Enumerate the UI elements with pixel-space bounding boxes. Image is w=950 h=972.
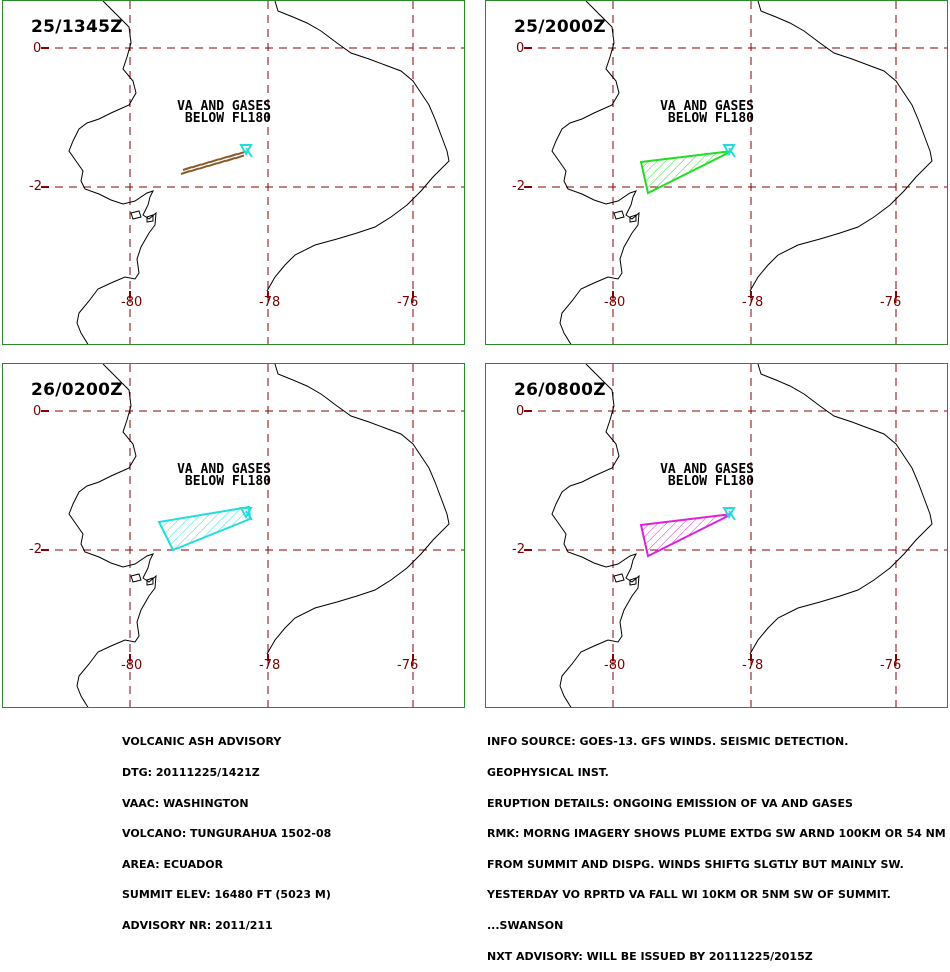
map-canvas (41, 1, 464, 344)
ash-streak (180, 170, 191, 175)
lon-label: -78 (742, 295, 764, 310)
graticule (524, 1, 947, 344)
advisory-line: INFO SOURCE: GOES-13. GFS WINDS. SEISMIC… (487, 735, 849, 749)
lat-label: -2 (512, 542, 525, 557)
map-panel: 25/1345Z VA AND GASES BELOW FL180 0 -2 -8… (2, 0, 465, 345)
coastline (68, 1, 157, 344)
advisory-line: ERUPTION DETAILS: ONGOING EMISSION OF VA… (487, 796, 853, 810)
advisory-line: GEOPHYSICAL INST. (487, 766, 609, 779)
lon-label: -78 (259, 658, 281, 673)
lon-label: -80 (121, 295, 143, 310)
advisory-line: SUMMIT ELEV: 16480 FT (5023 M) (122, 888, 331, 902)
lat-label: -2 (512, 179, 525, 194)
advisory-line: YESTERDAY VO RPRTD VA FALL WI 10KM OR 5N… (487, 888, 891, 902)
advisory-line: NXT ADVISORY: WILL BE ISSUED BY 20111225… (487, 949, 813, 963)
lon-label: -80 (604, 295, 626, 310)
ash-streak (218, 155, 229, 161)
ash-cloud (157, 505, 252, 552)
advisory-line: DTG: 20111225/1421Z (122, 766, 260, 779)
ash-polygon (639, 150, 733, 195)
lat-label: 0 (33, 404, 42, 419)
island-outline (146, 214, 154, 223)
ash-note: VA AND GASES BELOW FL180 (660, 99, 754, 126)
lon-label: -78 (742, 658, 764, 673)
volcano-icon (239, 144, 253, 158)
ash-streak (207, 162, 218, 168)
island-outline (613, 573, 625, 583)
coastline (68, 364, 157, 707)
lat-label: 0 (516, 41, 525, 56)
ash-streak (209, 158, 220, 164)
island-outline (629, 214, 637, 223)
coastline-east (266, 364, 450, 655)
coastline (551, 1, 640, 344)
panel-time: 26/0200Z (31, 380, 123, 400)
map-canvas (524, 1, 947, 344)
graticule (41, 1, 464, 344)
island-outline (146, 577, 154, 586)
ash-streak (234, 154, 245, 160)
advisory-line: RMK: MORNG IMAGERY SHOWS PLUME EXTDG SW … (487, 827, 946, 841)
map-canvas (41, 364, 464, 707)
ash-note: VA AND GASES BELOW FL180 (177, 462, 271, 489)
ash-streak (227, 153, 238, 158)
ash-cloud (639, 150, 733, 195)
advisory-remarks: INFO SOURCE: GOES-13. GFS WINDS. SEISMIC… (487, 717, 946, 972)
advisory-line: ...SWANSON (487, 918, 564, 932)
map-panel: 26/0800Z VA AND GASES BELOW FL180 0 -2 -8… (485, 363, 948, 708)
coastline (551, 364, 640, 707)
lat-label: 0 (516, 404, 525, 419)
advisory-line: AREA: ECUADOR (122, 857, 224, 871)
map-panel: 25/2000Z VA AND GASES BELOW FL180 0 -2 -8… (485, 0, 948, 345)
ash-polygon (639, 513, 733, 558)
panel-time: 25/1345Z (31, 17, 123, 37)
map-panel: 26/0200Z VA AND GASES BELOW FL180 0 -2 -8… (2, 363, 465, 708)
advisory-line: VAAC: WASHINGTON (122, 796, 249, 810)
panel-time: 25/2000Z (514, 17, 606, 37)
island-outline (130, 573, 142, 583)
ash-cloud (639, 513, 733, 558)
ash-streak (200, 160, 211, 166)
advisory-line: ADVISORY NR: 2011/211 (122, 918, 273, 932)
lat-label: -2 (29, 542, 42, 557)
panel-time: 26/0800Z (514, 380, 606, 400)
advisory-line: VOLCANO: TUNGURAHUA 1502-08 (122, 827, 332, 841)
advisory-header: VOLCANIC ASH ADVISORY DTG: 20111225/1421… (122, 717, 331, 941)
ash-note: VA AND GASES BELOW FL180 (660, 462, 754, 489)
lat-label: 0 (33, 41, 42, 56)
ash-streak (189, 167, 200, 173)
lat-label: -2 (29, 179, 42, 194)
ash-streak (182, 166, 193, 171)
coastline-east (749, 1, 933, 292)
island-outline (613, 210, 625, 220)
ash-polygon (157, 505, 252, 552)
map-canvas (524, 364, 947, 707)
volcano-icon (722, 507, 736, 521)
lon-label: -80 (604, 658, 626, 673)
ash-streak (191, 163, 202, 169)
lon-label: -80 (121, 658, 143, 673)
ash-streak (225, 157, 236, 162)
lon-label: -76 (880, 295, 902, 310)
ash-note: VA AND GASES BELOW FL180 (177, 99, 271, 126)
coastline-east (749, 364, 933, 655)
volcano-icon (722, 144, 736, 158)
island-outline (629, 577, 637, 586)
ash-cloud (180, 150, 247, 175)
graticule (41, 364, 464, 707)
lon-label: -76 (397, 658, 419, 673)
advisory-line: FROM SUMMIT AND DISPG. WINDS SHIFTG SLGT… (487, 857, 904, 871)
island-outline (130, 210, 142, 220)
volcano-icon (239, 507, 253, 521)
ash-streak (198, 164, 209, 170)
lon-label: -76 (397, 295, 419, 310)
graticule (524, 364, 947, 707)
ash-streak (216, 159, 227, 165)
lon-label: -78 (259, 295, 281, 310)
coastline-east (266, 1, 450, 292)
advisory-line: VOLCANIC ASH ADVISORY (122, 735, 282, 749)
lon-label: -76 (880, 658, 902, 673)
